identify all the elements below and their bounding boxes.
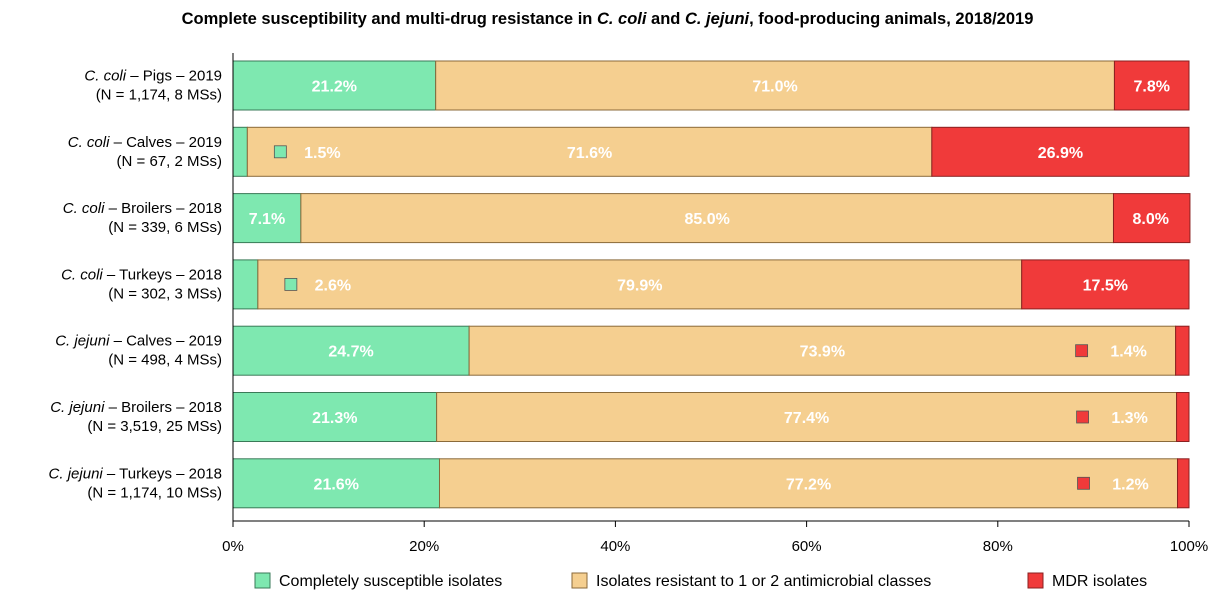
legend-swatch bbox=[254, 572, 271, 589]
title-part: Complete susceptibility and multi-drug r… bbox=[181, 10, 597, 28]
bar-segment bbox=[1176, 392, 1190, 442]
data-label: 8.0% bbox=[1133, 211, 1169, 228]
data-label: 21.2% bbox=[312, 79, 357, 96]
legend-swatch bbox=[571, 572, 588, 589]
data-label: 1.2% bbox=[1112, 476, 1148, 493]
data-label: 85.0% bbox=[684, 211, 729, 228]
category-species: C. jejuni bbox=[50, 399, 105, 416]
bar-segment bbox=[468, 325, 1177, 376]
category-label: C. jejuni – Turkeys – 2018 bbox=[49, 465, 222, 482]
category-sample-size: (N = 1,174, 10 MSs) bbox=[87, 484, 222, 501]
x-tick-label: 0% bbox=[222, 538, 244, 555]
legend-label: Isolates resistant to 1 or 2 antimicrobi… bbox=[596, 573, 931, 590]
legend-marker-inline bbox=[1076, 410, 1089, 424]
legend-swatch bbox=[1027, 572, 1044, 589]
bar-segment bbox=[1113, 60, 1190, 111]
title-part: and bbox=[646, 10, 685, 28]
bar-segment bbox=[435, 60, 1115, 111]
data-label: 77.2% bbox=[786, 476, 831, 493]
x-tick-label: 40% bbox=[600, 538, 630, 555]
title-part: , food-producing animals, 2018/2019 bbox=[749, 10, 1034, 28]
x-tick-label: 60% bbox=[792, 538, 822, 555]
data-label: 73.9% bbox=[800, 344, 845, 361]
data-label: 7.8% bbox=[1133, 79, 1169, 96]
x-tick-label: 100% bbox=[1170, 538, 1208, 555]
title-part: C. jejuni bbox=[684, 10, 750, 28]
category-group: – Calves – 2019 bbox=[109, 134, 222, 151]
category-group: – Turkeys – 2018 bbox=[103, 266, 222, 283]
bar-segment bbox=[232, 126, 248, 177]
category-sample-size: (N = 67, 2 MSs) bbox=[117, 153, 222, 170]
bar-segment bbox=[1175, 325, 1190, 376]
x-tick-label: 80% bbox=[983, 538, 1013, 555]
category-sample-size: (N = 1,174, 8 MSs) bbox=[96, 87, 222, 104]
data-label: 21.3% bbox=[312, 410, 357, 427]
category-label: C. coli – Pigs – 2019 bbox=[84, 68, 222, 85]
category-species: C. jejuni bbox=[55, 333, 110, 350]
chart-title: Complete susceptibility and multi-drug r… bbox=[0, 10, 1215, 29]
category-label: C. coli – Turkeys – 2018 bbox=[61, 266, 222, 283]
category-label: C. jejuni – Calves – 2019 bbox=[55, 333, 222, 350]
data-label: 1.3% bbox=[1111, 410, 1147, 427]
category-species: C. coli bbox=[63, 200, 105, 217]
category-group: – Turkeys – 2018 bbox=[103, 465, 222, 482]
category-label: C. jejuni – Broilers – 2018 bbox=[50, 399, 222, 416]
category-label: C. coli – Broilers – 2018 bbox=[63, 200, 222, 217]
bar-segment bbox=[232, 392, 438, 442]
data-label: 71.6% bbox=[567, 145, 612, 162]
data-label: 24.7% bbox=[328, 344, 373, 361]
data-label: 7.1% bbox=[249, 211, 285, 228]
category-species: C. coli bbox=[61, 266, 103, 283]
category-species: C. coli bbox=[84, 68, 126, 85]
legend-marker-inline bbox=[273, 145, 287, 159]
bar-segment bbox=[232, 325, 470, 376]
bar-segment bbox=[232, 259, 259, 310]
legend-marker-inline bbox=[284, 277, 298, 291]
legend-label: MDR isolates bbox=[1052, 573, 1147, 590]
data-label: 26.9% bbox=[1038, 145, 1083, 162]
category-label: C. coli – Calves – 2019 bbox=[68, 134, 222, 151]
bar-segment bbox=[232, 60, 437, 111]
data-label: 1.5% bbox=[304, 145, 340, 162]
category-sample-size: (N = 498, 4 MSs) bbox=[108, 352, 222, 369]
data-label: 1.4% bbox=[1110, 344, 1146, 361]
category-sample-size: (N = 3,519, 25 MSs) bbox=[87, 418, 222, 435]
legend-label: Completely susceptible isolates bbox=[279, 573, 502, 590]
bar-segment bbox=[1021, 259, 1190, 310]
category-group: – Broilers – 2018 bbox=[104, 399, 222, 416]
bar-segment bbox=[931, 126, 1190, 177]
category-group: – Broilers – 2018 bbox=[104, 200, 222, 217]
category-species: C. coli bbox=[68, 134, 110, 151]
bar-segment bbox=[1177, 458, 1190, 509]
category-group: – Pigs – 2019 bbox=[126, 68, 222, 85]
legend-marker-inline bbox=[1075, 344, 1089, 358]
x-tick-label: 20% bbox=[409, 538, 439, 555]
bar-segment bbox=[246, 126, 933, 177]
data-label: 71.0% bbox=[752, 79, 797, 96]
data-label: 79.9% bbox=[617, 277, 662, 294]
legend-marker-inline bbox=[1077, 476, 1090, 490]
title-part: C. coli bbox=[596, 10, 647, 28]
bar-segment bbox=[257, 259, 1023, 310]
data-label: 21.6% bbox=[314, 476, 359, 493]
category-species: C. jejuni bbox=[49, 465, 104, 482]
data-label: 17.5% bbox=[1083, 277, 1128, 294]
data-label: 77.4% bbox=[784, 410, 829, 427]
category-sample-size: (N = 302, 3 MSs) bbox=[108, 285, 222, 302]
bar-segment bbox=[1112, 193, 1191, 244]
category-sample-size: (N = 339, 6 MSs) bbox=[108, 219, 222, 236]
data-label: 2.6% bbox=[315, 277, 351, 294]
category-group: – Calves – 2019 bbox=[109, 333, 222, 350]
